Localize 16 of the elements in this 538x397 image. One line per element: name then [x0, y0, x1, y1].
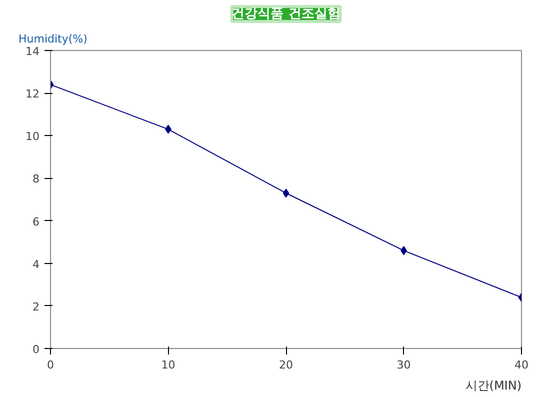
point	[282, 188, 290, 198]
y-axis-title: Humidity(%)	[18, 32, 88, 46]
x-axis-title: 시간(MIN)	[465, 378, 522, 392]
x-tick-label: 10	[161, 358, 176, 372]
y-tick-label: 4	[32, 258, 40, 271]
y-tick-label: 12	[26, 88, 40, 101]
y-tick-label: 10	[26, 130, 40, 144]
y-tick-label: 6	[32, 215, 40, 228]
y-tick-label: 2	[32, 300, 40, 314]
y-tick-label: 8	[32, 172, 40, 186]
x-tick-label: 0	[47, 358, 54, 372]
x-tick-label: 30	[396, 358, 411, 372]
x-tick-label: 40	[514, 358, 528, 372]
x-tick-label: 20	[279, 358, 293, 372]
y-tick-label: 14	[26, 45, 40, 58]
y-tick-label: 0	[32, 343, 40, 356]
